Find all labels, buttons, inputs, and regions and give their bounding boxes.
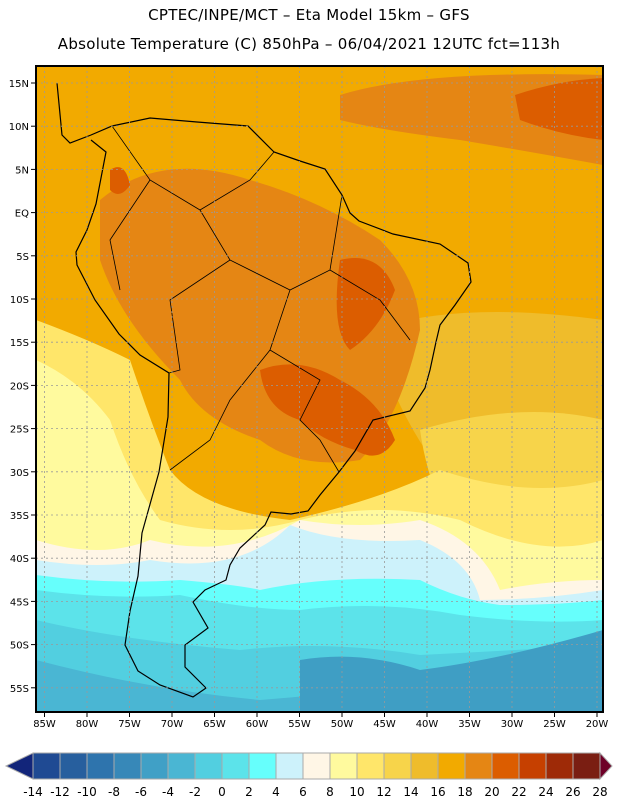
colorbar-label: 14 [403, 785, 418, 799]
field-20-22-east [336, 258, 395, 350]
colorbar-swatch [167, 752, 196, 780]
lon-label: 30W [501, 719, 524, 730]
colorbar-label: -14 [23, 785, 43, 799]
colorbar-label: 18 [457, 785, 472, 799]
lon-label: 75W [118, 719, 141, 730]
lon-label: 35W [458, 719, 481, 730]
colorbar-swatch [275, 752, 304, 780]
colorbar-swatch [86, 752, 115, 780]
colorbar-swatch [410, 752, 439, 780]
colorbar-swatch [518, 752, 547, 780]
lon-label: 25W [543, 719, 566, 730]
colorbar-swatch [302, 752, 331, 780]
colorbar-over-arrow [599, 751, 613, 781]
colorbar-swatch [383, 752, 412, 780]
colorbar-label: 22 [511, 785, 526, 799]
colorbar-label: -2 [189, 785, 201, 799]
coastline [56, 82, 472, 698]
colorbar-swatch [356, 752, 385, 780]
lat-label: EQ [15, 209, 29, 220]
colorbar-swatch [194, 752, 223, 780]
lon-label: 85W [33, 719, 56, 730]
lat-label: 50S [10, 641, 29, 652]
colorbar-label: 2 [245, 785, 253, 799]
colorbar-under-arrow [4, 752, 34, 780]
lat-label: 15S [10, 338, 29, 349]
colorbar-label: -8 [108, 785, 120, 799]
colorbar-label: -10 [77, 785, 97, 799]
lat-label: 15N [9, 79, 29, 90]
colorbar-swatch [221, 752, 250, 780]
chart-title: CPTEC/INPE/MCT – Eta Model 15km – GFS [148, 6, 470, 24]
colorbar-swatch [437, 752, 466, 780]
lat-label: 25S [10, 425, 29, 436]
colorbar-label: 6 [299, 785, 307, 799]
colorbar-swatch [32, 752, 61, 780]
lat-label: 40S [10, 554, 29, 565]
colorbar-label: 12 [376, 785, 391, 799]
colorbar-swatch [491, 752, 520, 780]
lat-label: 10S [10, 295, 29, 306]
lon-label: 70W [161, 719, 184, 730]
colorbar-swatch [572, 752, 601, 780]
lat-label: 30S [10, 468, 29, 479]
lon-label: 80W [76, 719, 99, 730]
colorbar-label: 26 [565, 785, 580, 799]
lon-label: 20W [586, 719, 609, 730]
lat-label: 35S [10, 511, 29, 522]
colorbar-swatch [545, 752, 574, 780]
colorbar-label: 20 [484, 785, 499, 799]
colorbar-label: -4 [162, 785, 174, 799]
lat-label: 45S [10, 597, 29, 608]
colorbar-label: -12 [50, 785, 70, 799]
field-20-22 [515, 78, 603, 140]
field-20-22-south [260, 364, 395, 456]
lat-label: 5S [16, 252, 29, 263]
latitude-axis: 15N 10N 5N EQ 5S 10S 15S 20S 25S 30S 35S 40S 45S 50S 5… [9, 79, 36, 695]
colorbar-label: -6 [135, 785, 147, 799]
colorbar-label: 24 [538, 785, 553, 799]
colorbar-label: 4 [272, 785, 280, 799]
lon-label: 45W [373, 719, 396, 730]
colorbar-swatch [329, 752, 358, 780]
map-frame [35, 65, 604, 713]
lat-label: 20S [10, 381, 29, 392]
lat-label: 5N [15, 165, 29, 176]
colorbar-swatch [464, 752, 493, 780]
colorbar-swatch [113, 752, 142, 780]
colorbar-label: 10 [349, 785, 364, 799]
colorbar-label: 16 [430, 785, 445, 799]
colorbar-label: 8 [326, 785, 334, 799]
chart-subtitle: Absolute Temperature (C) 850hPa – 06/04/… [57, 35, 561, 53]
field-20-22-north [110, 167, 130, 194]
field-m6-m4 [300, 630, 603, 712]
lon-label: 55W [288, 719, 311, 730]
temperature-field [36, 66, 603, 712]
colorbar-label: 0 [218, 785, 226, 799]
lon-label: 65W [203, 719, 226, 730]
lon-label: 60W [246, 719, 269, 730]
colorbar-label: 28 [592, 785, 607, 799]
lon-label: 50W [331, 719, 354, 730]
colorbar-swatch [59, 752, 88, 780]
lat-label: 10N [9, 122, 29, 133]
colorbar-swatch [140, 752, 169, 780]
lon-label: 40W [416, 719, 439, 730]
country-borders [109, 125, 411, 473]
longitude-axis: 85W 80W 75W 70W 65W 60W 55W 50W 45W 40W 35W 30W 25W 2… [33, 712, 608, 730]
lat-label: 55S [10, 684, 29, 695]
colorbar: -14 -12 -10 -8 -6 -4 -2 0 2 4 6 8 10 12 14 16 18 20 22 24 26… [4, 751, 613, 799]
colorbar-swatch [248, 752, 277, 780]
